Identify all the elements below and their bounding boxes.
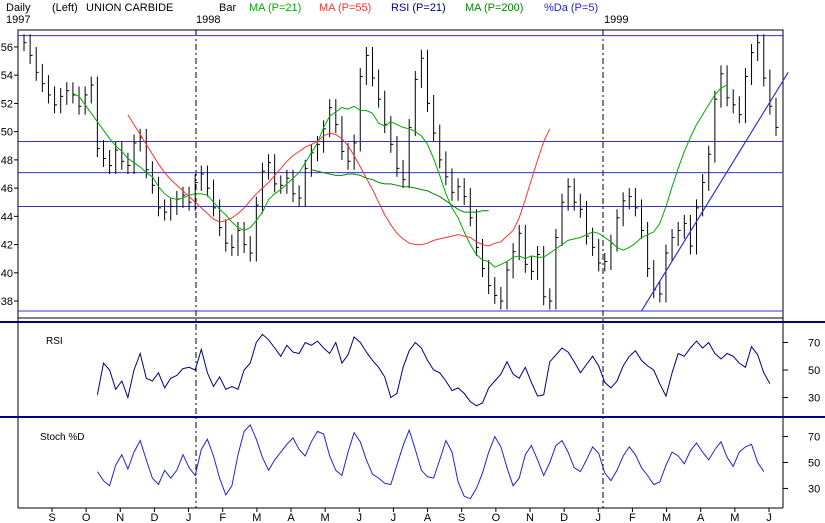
stoch-legend: %Da (P=5) [544,2,598,14]
ma-p-200-line [311,169,489,213]
rsi-line [96,333,771,407]
rsi-panel-title: RSI [46,336,63,347]
month-tick-label: S [458,512,465,523]
month-tick-label: J [391,512,397,523]
month-tick-label: A [697,512,705,523]
trendline-0 [640,72,789,312]
ma200-legend: MA (P=200) [465,2,523,14]
stoch-axis: 30 50 70 [783,432,820,495]
month-tick-label: N [116,512,124,523]
bar-legend: Bar [219,2,236,14]
price-tick-label: 54 [1,70,13,82]
price-axis: 38 40 42 44 46 48 50 52 54 56 [1,42,18,308]
stoch-series [96,423,765,500]
trendlines [640,72,789,312]
rsi-tick-label: 50 [808,365,820,377]
stoch-line [96,423,765,500]
month-tick-label: J [596,512,602,523]
stoch-panel-title: Stoch %D [40,432,84,443]
month-tick-label: D [150,512,158,523]
symbol-title: UNION CARBIDE [86,2,173,14]
month-tick-label: N [526,512,534,523]
month-tick-label: J [357,512,363,523]
year-label-1998: 1998 [196,14,220,26]
ma-p-21-line [72,84,728,268]
month-tick-label: A [424,512,432,523]
month-tick-label: M [662,512,671,523]
stoch-tick-label: 70 [808,432,820,444]
price-tick-label: 50 [1,127,13,139]
stoch-tick-label: 50 [808,458,820,470]
month-tick-label: F [219,512,226,523]
ma55-legend: MA (P=55) [319,2,371,14]
price-tick-label: 44 [1,211,13,223]
month-tick-label: J [186,512,192,523]
year-label-1997: 1997 [6,14,30,26]
month-tick-label: S [48,512,55,523]
price-tick-label: 46 [1,183,13,195]
month-tick-label: F [629,512,636,523]
interval-label: Daily [6,2,31,14]
month-tick-label: D [560,512,568,523]
month-tick-label: M [730,512,739,523]
price-tick-label: 56 [1,42,13,54]
rsi-axis: 30 50 70 [783,338,820,405]
horizontal-levels [18,35,783,312]
price-panel-frame [17,29,784,319]
year-label-1999: 1999 [604,14,628,26]
month-tick-label: M [321,512,330,523]
month-tick-label: O [82,512,91,523]
axis-side-label: (Left) [52,2,78,14]
chart-header: Daily (Left) UNION CARBIDE Bar MA (P=21)… [6,2,628,26]
price-tick-label: 40 [1,268,13,280]
ma21-legend: MA (P=21) [249,2,301,14]
month-tick-label: M [252,512,261,523]
rsi-tick-label: 70 [808,338,820,350]
month-tick-label: J [766,512,772,523]
price-tick-label: 42 [1,240,13,252]
moving-averages [72,84,728,268]
month-tick-label: O [492,512,501,523]
rsi-tick-label: 30 [808,393,820,405]
price-tick-label: 52 [1,98,13,110]
stoch-tick-label: 30 [808,483,820,495]
price-tick-label: 48 [1,155,13,167]
rsi-legend: RSI (P=21) [391,2,446,14]
price-bars [23,34,779,310]
rsi-series [96,333,771,407]
month-tick-label: A [287,512,295,523]
price-tick-label: 38 [1,296,13,308]
ma-p-55-line [127,114,551,247]
